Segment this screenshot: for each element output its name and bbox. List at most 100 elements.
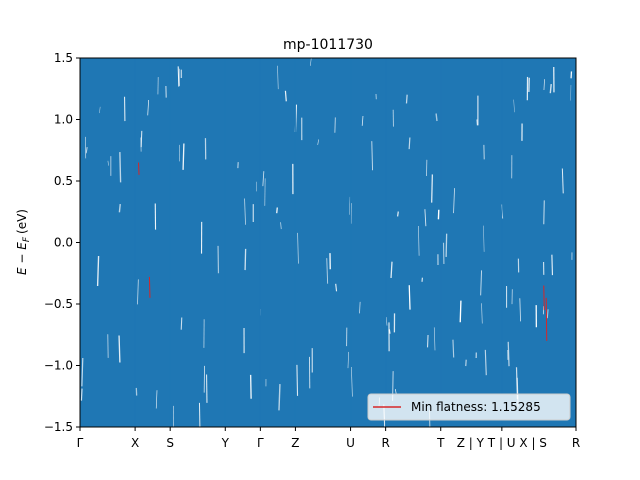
band-gap-streak xyxy=(96,255,100,286)
flat-band-segment xyxy=(545,297,548,341)
y-axis-label-main: E − E xyxy=(15,242,29,275)
y-tick-label: 0.5 xyxy=(54,174,73,188)
band-gap-streak xyxy=(483,225,485,252)
x-tick-label: Γ xyxy=(77,436,84,450)
band-gap-streak xyxy=(347,351,349,369)
y-axis-label: E − EF (eV) xyxy=(15,209,32,275)
band-gap-streak xyxy=(147,100,150,116)
flat-band-marks xyxy=(138,162,548,341)
y-tick-label: −1.0 xyxy=(44,359,73,373)
x-tick-label: S xyxy=(166,436,174,450)
y-axis-ticks: −1.5 −1.0 −0.5 0.0 0.5 1.0 1.5 xyxy=(44,51,80,434)
band-gap-streak xyxy=(361,115,364,126)
x-tick-label: Γ xyxy=(257,436,264,450)
band-gap-streak xyxy=(424,209,427,227)
legend-box xyxy=(367,393,571,421)
flat-band-segment xyxy=(543,285,545,311)
band-gap-streak xyxy=(507,341,510,367)
y-tick-label: −1.5 xyxy=(44,420,73,434)
band-gap-streak xyxy=(513,99,515,113)
band-gap-streak xyxy=(445,233,448,257)
band-gap-streak xyxy=(262,171,265,187)
band-gap-streak xyxy=(561,168,564,194)
band-gap-streak xyxy=(431,174,433,203)
band-gap-streak xyxy=(118,203,121,213)
band-gap-streak xyxy=(244,198,246,225)
legend: Min flatness: 1.15285 xyxy=(367,393,571,421)
y-tick-label: 0.0 xyxy=(54,236,73,250)
x-tick-label: R xyxy=(381,436,389,450)
flat-band-segment xyxy=(148,276,151,298)
band-gap-streak xyxy=(397,211,399,217)
band-gap-streak xyxy=(385,317,388,326)
band-gap-streak xyxy=(452,339,455,358)
y-axis-label-sub: F xyxy=(22,236,32,242)
band-gap-streak xyxy=(480,270,482,296)
band-gap-streak xyxy=(371,141,373,171)
x-tick-label: U xyxy=(346,436,355,450)
x-tick-label: T xyxy=(436,436,445,450)
band-gap-streak xyxy=(137,279,139,305)
band-gap-streak xyxy=(453,188,455,214)
band-gap-streak xyxy=(99,106,101,114)
band-gap-streak xyxy=(405,94,408,104)
x-tick-label: Y xyxy=(221,436,230,450)
band-gap-streak xyxy=(85,147,88,154)
band-gap-streak xyxy=(118,335,121,363)
band-gap-streak xyxy=(408,285,411,310)
y-tick-label: 1.0 xyxy=(54,113,73,127)
band-gap-streak xyxy=(276,207,278,214)
band-gap-streak xyxy=(481,303,483,324)
x-tick-label: Z | Y T | U X | S xyxy=(457,436,547,450)
band-gap-streak xyxy=(433,327,436,351)
band-gap-streak xyxy=(297,232,299,264)
band-gap-streak xyxy=(81,358,84,387)
y-tick-label: 1.5 xyxy=(54,51,73,65)
band-gap-streak xyxy=(395,388,397,394)
band-gap-streak xyxy=(435,113,438,122)
band-gap-streak xyxy=(155,390,158,409)
band-gap-streak xyxy=(519,298,521,322)
band-gap-streak xyxy=(549,83,552,94)
band-gap-streak xyxy=(335,283,338,292)
legend-label-min-flatness: Min flatness: 1.15285 xyxy=(411,400,541,414)
band-gap-streak xyxy=(244,248,247,271)
band-gap-streak xyxy=(388,329,391,334)
x-axis-ticks: Γ X S Y Γ Z U R T Z | Y T | U X | S R xyxy=(77,427,580,450)
band-gap-streak xyxy=(359,301,361,314)
x-tick-label: R xyxy=(572,436,580,450)
band-gap-streak xyxy=(551,254,554,276)
band-gap-streak xyxy=(390,261,393,279)
y-axis-label-unit: (eV) xyxy=(15,209,29,234)
high-symmetry-lines xyxy=(134,58,503,427)
band-gap-streak xyxy=(280,222,282,230)
band-gap-streak xyxy=(484,349,487,376)
band-gap-streak xyxy=(107,160,109,166)
band-gap-streak xyxy=(277,65,279,90)
y-tick-label: −0.5 xyxy=(44,297,73,311)
band-gap-streak xyxy=(80,388,83,401)
band-gap-streak xyxy=(296,364,299,396)
flat-band-segment xyxy=(138,162,140,175)
band-gap-streak xyxy=(543,79,546,91)
band-gap-streak xyxy=(177,66,180,87)
band-gap-streak xyxy=(351,366,353,397)
band-gap-streak xyxy=(546,309,549,319)
band-gap-streak xyxy=(284,90,287,102)
band-gap-streak xyxy=(278,384,281,411)
band-gap-streak xyxy=(408,137,411,150)
x-tick-label: Z xyxy=(291,436,299,450)
x-tick-label: X xyxy=(131,436,139,450)
band-gap-streak xyxy=(349,196,351,215)
band-gap-streak xyxy=(418,225,420,256)
band-gap-streak xyxy=(182,143,185,170)
band-gap-streak xyxy=(180,317,183,330)
band-gap-streak xyxy=(310,58,312,66)
band-gap-streak xyxy=(326,258,329,284)
band-gap-streak xyxy=(317,139,319,145)
band-gap-streak xyxy=(119,152,122,183)
chart-title: mp-1011730 xyxy=(283,37,373,53)
band-gap-streak xyxy=(459,300,462,323)
plot-area-background xyxy=(80,58,576,427)
